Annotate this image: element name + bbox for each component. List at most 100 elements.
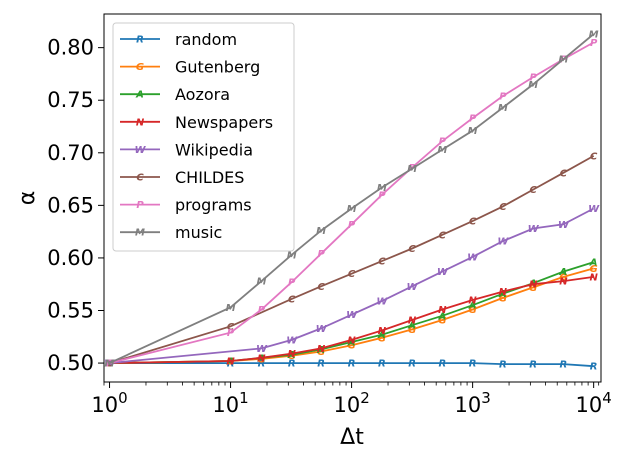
data-point: G (257, 354, 265, 365)
data-point: P (469, 114, 477, 125)
data-point: M (256, 277, 266, 288)
data-point: W (407, 282, 419, 293)
data-point: W (497, 237, 509, 248)
data-point: W (104, 359, 116, 370)
data-point: R (438, 359, 446, 370)
data-point: N (559, 277, 568, 288)
data-point: A (437, 311, 446, 322)
data-point: M (407, 164, 417, 175)
y-tick-label: 0.60 (47, 246, 94, 270)
data-point: A (287, 350, 296, 361)
data-point: G (469, 305, 477, 316)
data-point: C (378, 257, 386, 268)
legend-marker: A (135, 90, 144, 101)
data-point: P (590, 38, 598, 49)
data-point: C (560, 168, 568, 179)
data-point: C (408, 244, 416, 255)
data-point: W (256, 344, 268, 355)
series-line (109, 362, 594, 368)
data-point: G (288, 351, 296, 362)
legend-label: Newspapers (175, 113, 273, 132)
series-music: M M M M M M M M M M M M M M (105, 29, 599, 369)
data-point: N (317, 344, 326, 355)
data-point: G (499, 293, 507, 304)
data-point: G (408, 325, 416, 336)
data-point: R (529, 360, 537, 371)
data-point: A (498, 289, 507, 300)
data-point: P (439, 137, 447, 148)
data-point: A (589, 258, 598, 269)
data-point: M (316, 226, 326, 237)
data-point: C (439, 230, 447, 241)
data-point: N (468, 295, 477, 306)
data-point: M (287, 250, 297, 261)
y-tick-label: 0.70 (47, 141, 94, 165)
data-point: N (257, 353, 266, 364)
data-point: M (589, 29, 599, 40)
x-axis-label: Δt (340, 425, 364, 450)
series-childes: C C C C C C C C C C C C C (106, 151, 598, 369)
data-point: P (288, 278, 296, 289)
data-point: P (378, 190, 386, 201)
data-point: G (226, 356, 234, 367)
data-point: G (347, 341, 355, 352)
data-point: C (590, 151, 598, 162)
series-line (109, 155, 595, 364)
data-point: A (316, 345, 325, 356)
data-point: G (317, 347, 325, 358)
data-point: R (590, 362, 598, 373)
data-point: M (558, 55, 568, 66)
data-point: N (105, 359, 114, 370)
data-point: W (437, 267, 449, 278)
legend-marker: G (136, 62, 144, 73)
data-point: P (258, 305, 266, 316)
data-point: P (560, 55, 568, 66)
data-point: C (317, 282, 325, 293)
series-wikipedia: W W W W W W W W W W W W W (104, 204, 600, 370)
data-point: P (106, 359, 114, 370)
data-point: N (378, 326, 387, 337)
data-point: R (348, 359, 356, 370)
data-point: M (498, 103, 508, 114)
series-line (109, 41, 595, 364)
data-point: P (317, 249, 325, 260)
legend-marker: N (136, 117, 145, 128)
y-tick-label: 0.50 (47, 351, 94, 375)
data-point: C (469, 217, 477, 228)
data-point: A (559, 267, 568, 278)
data-point: R (469, 359, 477, 370)
data-point: W (558, 220, 570, 231)
legend-entry-newspapers: N Newspapers (120, 113, 273, 132)
data-point: R (227, 359, 235, 370)
data-point: A (407, 321, 416, 332)
data-point: W (286, 335, 298, 346)
legend-label: Gutenberg (175, 58, 260, 77)
data-point: P (529, 73, 537, 84)
data-point: C (499, 202, 507, 213)
y-tick-labels: 0.50 0.55 0.60 0.65 0.70 0.75 0.80 (47, 36, 94, 375)
data-point: C (529, 185, 537, 196)
data-point: G (438, 315, 446, 326)
data-point: N (589, 272, 598, 283)
legend-box (112, 22, 295, 252)
data-point: M (528, 80, 538, 91)
legend-label: random (175, 30, 237, 49)
data-point: A (468, 301, 477, 312)
legend-entry-aozora: A Aozora (120, 85, 230, 104)
data-point: W (467, 252, 479, 263)
data-point: A (377, 330, 386, 341)
legend-label: CHILDES (175, 168, 244, 187)
legend-marker: P (136, 200, 144, 211)
data-point: M (437, 145, 447, 156)
data-point: G (105, 359, 113, 370)
data-point: N (288, 349, 297, 360)
data-point: C (227, 322, 235, 333)
legend-entry-gutenberg: G Gutenberg (120, 58, 260, 77)
data-point: R (378, 359, 386, 370)
series-programs: P P P P P P P P P P P P P P (106, 38, 598, 370)
